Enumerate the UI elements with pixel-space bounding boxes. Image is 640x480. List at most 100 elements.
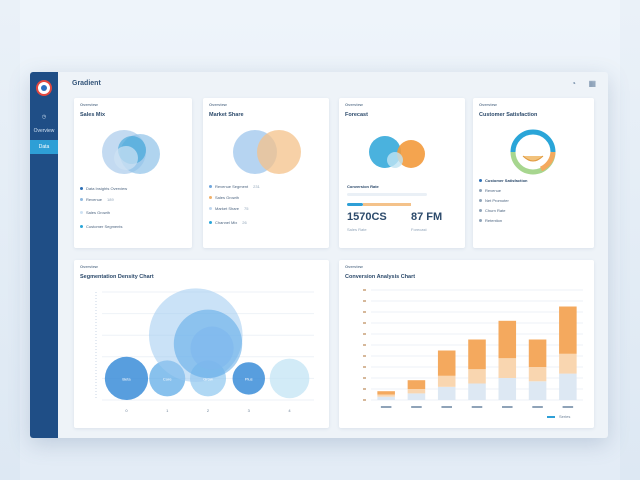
stat-caption: Sales Rate [347,227,367,232]
sidebar: ◷ Overview Data [30,72,58,438]
y-tick-mark [363,311,366,313]
legend-swatch [209,221,212,225]
y-tick-mark [363,366,366,368]
progress-bar [347,193,427,206]
legend-item: Revenue 189 [80,197,114,203]
bar-segment-base [559,373,577,400]
x-tick-label: 0 [125,408,128,413]
y-tick-mark [363,333,366,335]
x-tick-label [502,406,513,408]
y-tick-mark [363,399,366,401]
venn-chart [369,136,425,168]
y-tick-mark [363,355,366,357]
venn-circle-b [397,140,425,168]
card-title: Conversion Analysis Chart [345,274,416,280]
card-title: Customer Satisfaction [479,112,538,118]
bubble-chart-panel: Overview Segmentation Density Chart Beta… [74,260,329,428]
grid-icon[interactable]: ▦ [588,79,596,88]
list-item: Retention [479,218,502,224]
card-label: Overview [345,264,363,269]
venn-chart [233,130,301,174]
list-bullet [479,209,482,213]
card-label: Overview [80,264,98,269]
legend-item: Channel Mix 26 [209,220,247,226]
legend-item: Customer Segments [80,224,122,230]
gauge-chart [510,129,556,175]
legend-swatch [209,207,212,211]
card-customer-satisfaction: Overview Customer Satisfaction Customer … [473,98,594,248]
legend-swatch [209,185,212,189]
legend-item: Market Share 75 [209,206,248,212]
card-title: Sales Mix [80,112,106,118]
venn-chart [102,130,160,174]
legend-item: Revenue Segment 231 [209,184,260,190]
x-tick-label: 2 [207,408,210,413]
bubble-label: Grow [203,376,213,381]
y-tick-mark [363,289,366,291]
bar-segment-top [377,391,395,395]
bar-segment-top [407,380,426,389]
bar-label: Conversion Rate [347,184,379,189]
bar-segment-base [498,378,517,400]
y-tick-mark [363,377,366,379]
legend-swatch [547,416,555,418]
card-market-share: Overview Market Share Revenue Segment 231… [203,98,329,248]
bar-segment-top [559,306,577,354]
bar-segment-mid [498,358,517,378]
list-bullet [479,189,482,193]
bar-segment-base [468,383,486,400]
bar-segment-mid [377,394,395,397]
bar-segment-mid [437,375,456,387]
bar-segment-base [528,381,547,400]
stat-caption: Forecast [411,227,427,232]
y-tick-mark [363,300,366,302]
x-tick-label: 1 [166,408,169,413]
sidebar-item-home-icon[interactable]: ◷ [41,114,47,120]
app-logo-icon[interactable] [36,80,52,96]
x-tick-label [562,406,574,408]
bubble-point [269,358,310,399]
x-tick-label: 4 [288,408,291,413]
legend-swatch [209,196,212,200]
x-tick-label [471,406,483,408]
legend-item: Sales Growth [80,210,110,216]
bubble-label: Plus [245,376,253,381]
bar-segment-top [437,350,456,376]
page-title: Gradient [72,80,101,87]
card-label: Overview [479,102,497,107]
bar-segment-base [407,393,426,400]
progress-fill-blue [347,203,363,206]
bubble-label: Core [163,376,172,381]
progress-fill-orange [363,203,411,206]
list-bullet [479,199,482,203]
sidebar-item-data[interactable]: Data [30,140,58,154]
card-title: Segmentation Density Chart [80,274,154,280]
card-label: Overview [209,102,227,107]
bubble-point [232,362,265,395]
legend-item: Sales Growth [209,195,239,201]
list-item: Churn Rate [479,208,505,214]
venn-circle-d [114,146,138,170]
x-tick-label [532,406,543,408]
stat-value: 1570CS [347,211,387,223]
legend-swatch [80,225,83,229]
x-tick-label [441,406,452,408]
y-tick-mark [363,388,366,390]
dashboard-window: ◷ Overview Data Gradient ◔ ▦ Overview Sa… [30,72,608,438]
list-item: Customer Satisfaction [479,178,527,184]
legend-swatch [80,187,83,191]
bar-segment-base [377,396,395,400]
list-item: Revenue [479,188,501,194]
venn-circle-c [387,152,403,168]
list-item: Net Promoter [479,198,509,204]
bar-segment-top [528,339,547,367]
x-tick-label [380,406,392,408]
bubble-chart: Beta 0 Core 1 Grow 2 Plus 3 4 [95,288,314,413]
sidebar-item-overview[interactable]: Overview [33,128,55,134]
gauge-arc-orange [539,151,556,172]
bubble-label: Beta [122,376,131,381]
legend-label: Series [559,414,570,419]
stat-value: 87 FM [411,211,443,223]
card-title: Market Share [209,112,244,118]
help-icon[interactable]: ◔ [571,79,576,88]
